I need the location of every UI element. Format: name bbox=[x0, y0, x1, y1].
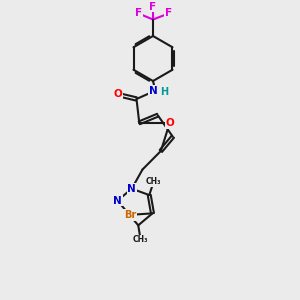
Text: F: F bbox=[149, 2, 157, 12]
Text: F: F bbox=[135, 8, 142, 19]
Text: O: O bbox=[113, 89, 122, 100]
Text: CH₃: CH₃ bbox=[133, 235, 148, 244]
Text: CH₃: CH₃ bbox=[146, 177, 161, 186]
Text: N: N bbox=[149, 85, 158, 96]
Text: H: H bbox=[160, 87, 168, 97]
Text: N: N bbox=[113, 196, 122, 206]
Text: F: F bbox=[165, 8, 172, 19]
Text: N: N bbox=[128, 184, 136, 194]
Text: O: O bbox=[165, 118, 174, 128]
Text: Br: Br bbox=[124, 210, 136, 220]
